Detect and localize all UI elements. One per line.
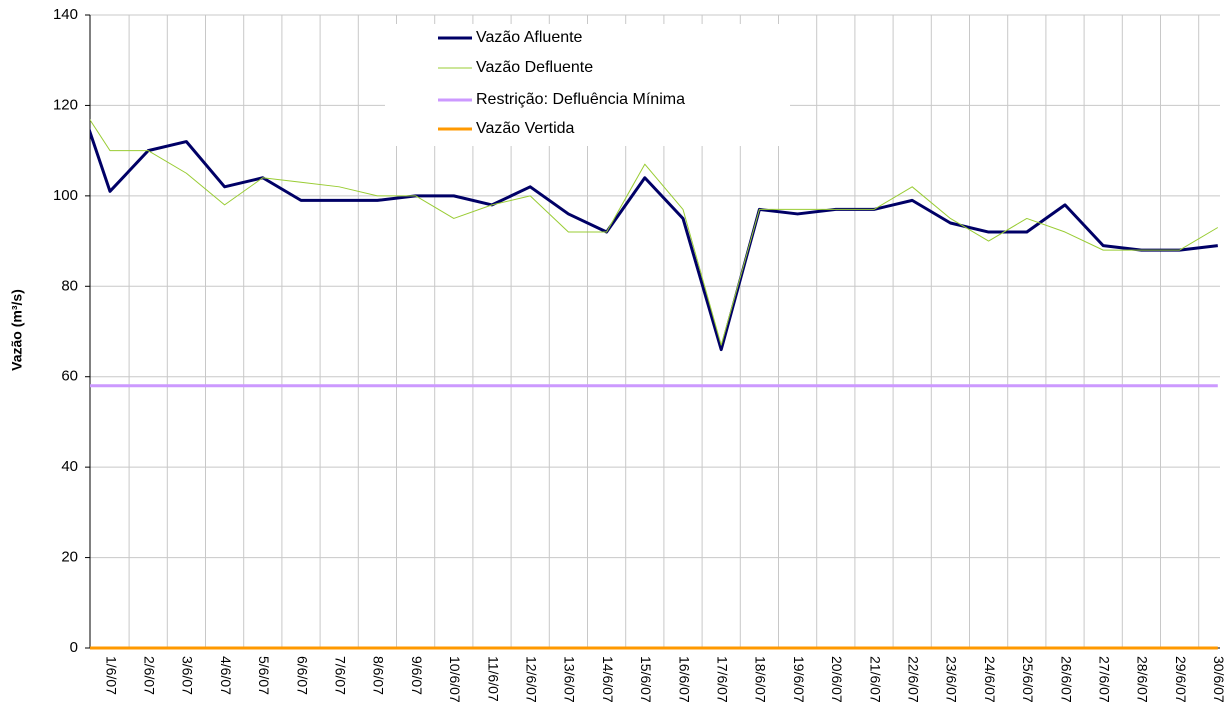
- legend-box: [385, 24, 790, 146]
- x-tick-label: 30/6/07: [1211, 656, 1227, 703]
- x-tick-label: 12/6/07: [523, 656, 539, 703]
- x-tick-label: 1/6/07: [103, 656, 119, 695]
- legend-label: Restrição: Defluência Mínima: [476, 91, 685, 108]
- y-tick-label: 40: [61, 458, 78, 475]
- x-tick-label: 26/6/07: [1058, 656, 1074, 703]
- x-tick-label: 17/6/07: [714, 656, 730, 703]
- x-tick-label: 18/6/07: [753, 656, 769, 703]
- x-tick-label: 2/6/07: [141, 656, 157, 695]
- x-tick-label: 9/6/07: [409, 656, 425, 695]
- legend-label: Vazão Afluente: [476, 29, 583, 46]
- y-tick-label: 120: [53, 96, 78, 113]
- y-tick-label: 60: [61, 368, 78, 385]
- x-tick-label: 28/6/07: [1135, 656, 1151, 703]
- x-tick-label: 7/6/07: [332, 656, 348, 695]
- x-tick-label: 11/6/07: [485, 656, 501, 702]
- x-tick-label: 29/6/07: [1173, 656, 1189, 703]
- x-tick-label: 19/6/07: [791, 656, 807, 703]
- x-tick-label: 27/6/07: [1096, 656, 1112, 703]
- y-tick-label: 140: [53, 6, 78, 23]
- y-tick-label: 100: [53, 187, 78, 204]
- x-tick-label: 3/6/07: [180, 656, 196, 695]
- x-tick-label: 10/6/07: [447, 656, 463, 703]
- x-tick-label: 24/6/07: [982, 656, 998, 703]
- y-axis-label: Vazão (m³/s): [9, 289, 25, 371]
- y-tick-label: 20: [61, 549, 78, 566]
- x-tick-label: 22/6/07: [905, 656, 921, 703]
- legend-label: Vazão Vertida: [476, 120, 575, 137]
- legend-label: Vazão Defluente: [476, 59, 593, 76]
- x-tick-label: 20/6/07: [829, 656, 845, 703]
- x-tick-label: 23/6/07: [944, 656, 960, 703]
- x-tick-label: 21/6/07: [867, 656, 883, 703]
- x-tick-label: 4/6/07: [218, 656, 234, 695]
- x-tick-label: 15/6/07: [638, 656, 654, 703]
- x-tick-label: 25/6/07: [1020, 656, 1036, 703]
- x-tick-label: 16/6/07: [676, 656, 692, 703]
- x-tick-label: 8/6/07: [371, 656, 387, 695]
- y-tick-label: 80: [61, 277, 78, 294]
- x-tick-label: 14/6/07: [600, 656, 616, 703]
- x-tick-label: 6/6/07: [294, 656, 310, 695]
- legend: Vazão Afluente Vazão Defluente Restrição: …: [385, 24, 790, 146]
- y-tick-label: 0: [70, 639, 78, 656]
- x-tick-label: 13/6/07: [562, 656, 578, 703]
- series-line: [90, 118, 1219, 346]
- x-tick-label: 5/6/07: [256, 656, 272, 695]
